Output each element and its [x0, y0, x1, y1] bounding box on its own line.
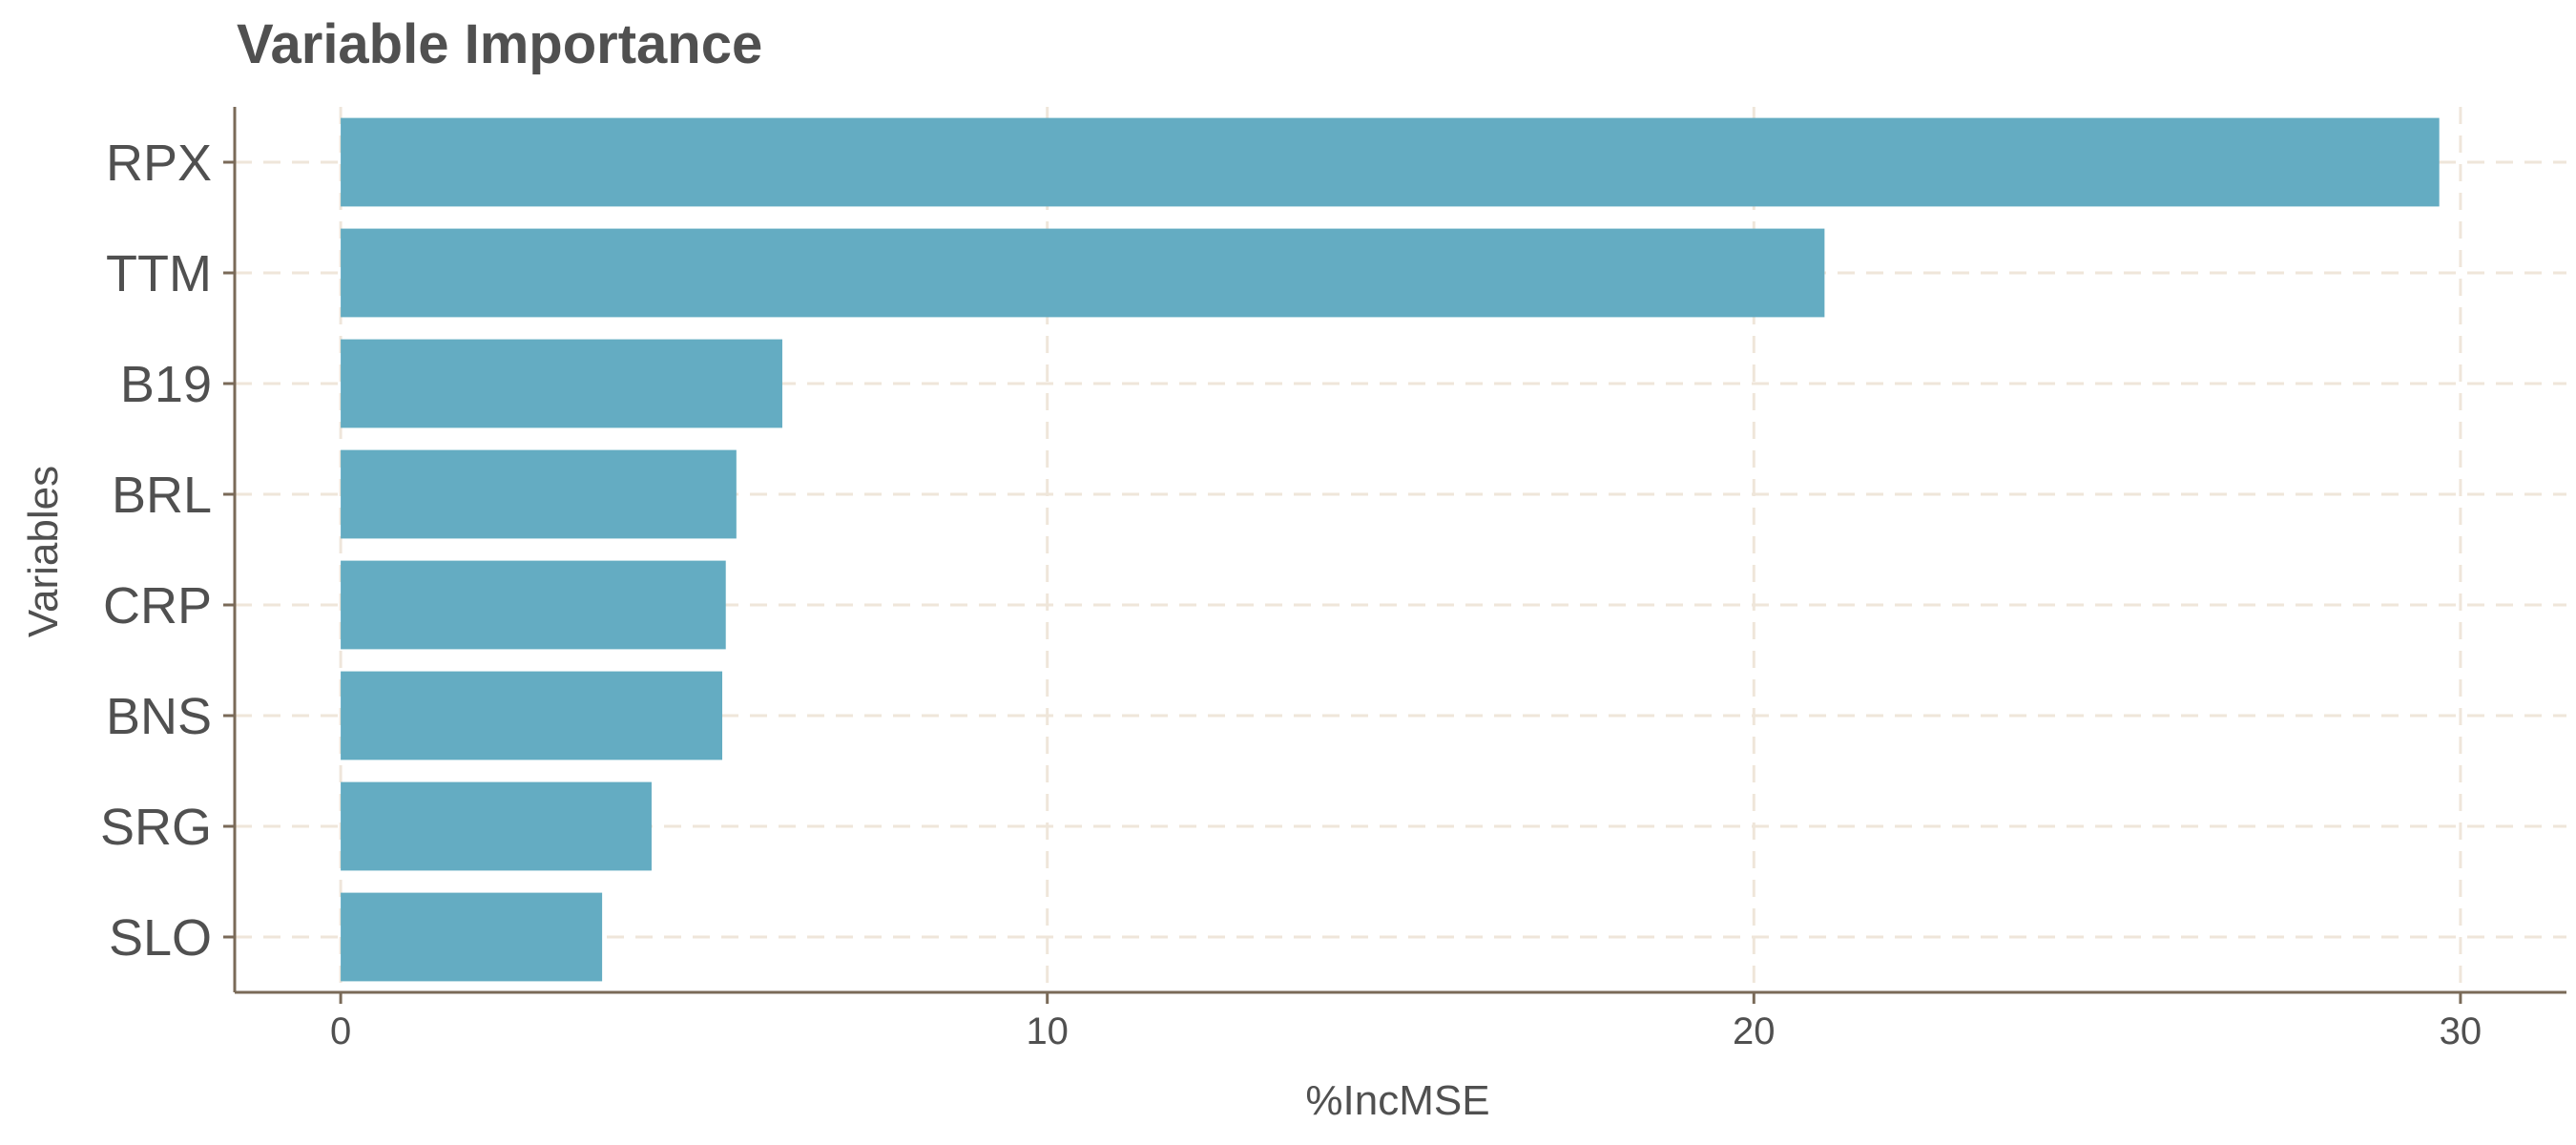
bar-brl: [341, 449, 737, 539]
bar-bns: [341, 671, 723, 760]
x-tick-label: 0: [330, 1010, 351, 1052]
x-tick-label: 20: [1733, 1010, 1776, 1052]
x-axis-label: %IncMSE: [1305, 1077, 1489, 1124]
category-label-srg: SRG: [100, 799, 212, 856]
y-axis-label: Variables: [20, 466, 67, 637]
bar-rpx: [341, 117, 2440, 207]
bar-crp: [341, 560, 726, 650]
category-label-brl: BRL: [112, 467, 212, 524]
category-label-ttm: TTM: [106, 245, 212, 302]
bar-srg: [341, 781, 652, 871]
axes: RPX TTM B19 BRL CRP BNS SRG SLO 0 10 20 30: [100, 107, 2566, 1052]
bars: [341, 117, 2440, 982]
bar-ttm: [341, 228, 1825, 318]
category-label-b19: B19: [120, 356, 212, 413]
bar-b19: [341, 339, 782, 428]
category-label-slo: SLO: [109, 909, 212, 967]
x-tick-label: 30: [2440, 1010, 2483, 1052]
bar-slo: [341, 892, 603, 982]
category-label-crp: CRP: [103, 577, 212, 635]
chart-title: Variable Importance: [237, 13, 762, 75]
category-label-rpx: RPX: [106, 135, 212, 192]
category-label-bns: BNS: [106, 688, 212, 745]
x-tick-label: 10: [1026, 1010, 1069, 1052]
